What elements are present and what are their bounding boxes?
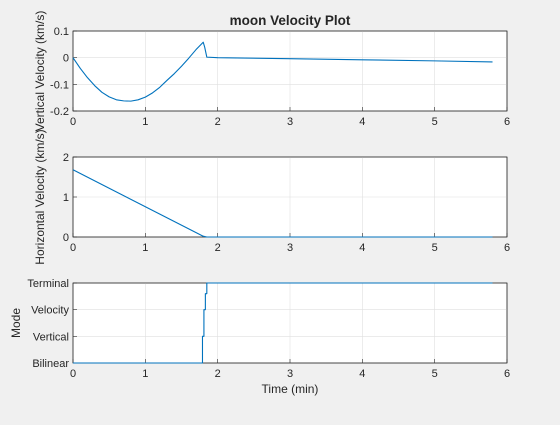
y-tick-label: Terminal xyxy=(27,278,69,290)
chart-title: moon Velocity Plot xyxy=(230,13,351,28)
series-line xyxy=(72,41,493,102)
x-tick-label: 6 xyxy=(504,368,510,380)
y-tick-label: 0 xyxy=(63,232,69,244)
x-tick-label: 2 xyxy=(215,242,221,254)
x-tick-label: 0 xyxy=(70,242,76,254)
y-tick-label: -0.1 xyxy=(50,79,69,91)
y-axis-label: Vertical Velocity (km/s) xyxy=(33,11,47,132)
x-tick-label: 5 xyxy=(432,242,438,254)
y-tick-label: 0 xyxy=(63,53,69,65)
x-tick-label: 2 xyxy=(215,368,221,380)
x-tick-label: 5 xyxy=(432,116,438,128)
x-tick-label: 3 xyxy=(287,242,293,254)
series-line xyxy=(73,282,493,364)
y-tick-label: -0.2 xyxy=(50,106,69,118)
x-tick-label: 0 xyxy=(70,116,76,128)
y-tick-label: Velocity xyxy=(31,305,69,317)
series-line xyxy=(72,169,493,238)
y-tick-label: Vertical xyxy=(33,331,69,343)
y-axis-label: Mode xyxy=(9,308,23,338)
x-tick-label: 5 xyxy=(432,368,438,380)
y-axis-label: Horizontal Velocity (km/s) xyxy=(33,129,47,264)
x-tick-label: 3 xyxy=(287,368,293,380)
x-tick-label: 4 xyxy=(359,242,365,254)
y-tick-label: 0.1 xyxy=(54,26,69,38)
y-tick-label: Bilinear xyxy=(32,358,69,370)
x-tick-label: 1 xyxy=(142,116,148,128)
x-tick-label: 1 xyxy=(142,242,148,254)
x-tick-label: 4 xyxy=(359,116,365,128)
x-tick-label: 3 xyxy=(287,116,293,128)
x-axis-label: Time (min) xyxy=(262,382,319,396)
x-tick-label: 4 xyxy=(359,368,365,380)
x-tick-label: 2 xyxy=(215,116,221,128)
y-tick-label: 1 xyxy=(63,192,69,204)
x-tick-label: 6 xyxy=(504,242,510,254)
x-tick-label: 0 xyxy=(70,368,76,380)
y-tick-label: 2 xyxy=(63,152,69,164)
x-tick-label: 6 xyxy=(504,116,510,128)
x-tick-label: 1 xyxy=(142,368,148,380)
